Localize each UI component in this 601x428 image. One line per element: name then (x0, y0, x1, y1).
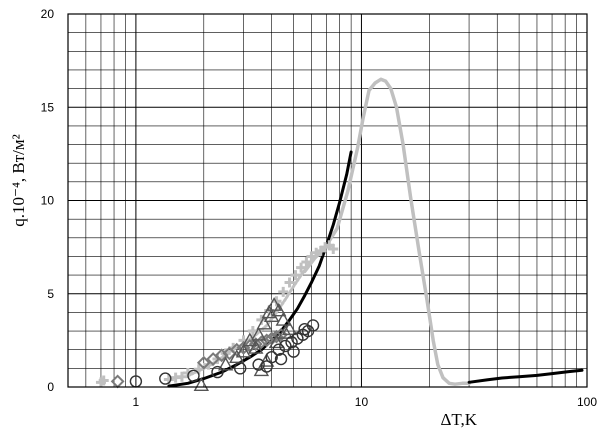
x-tick-label: 10 (355, 395, 369, 409)
data-point-diamond (248, 337, 263, 352)
data-point-plus (328, 243, 339, 254)
series-markers (95, 240, 339, 392)
data-point-plus (296, 262, 307, 273)
y-tick-labels: 0 5 10 15 20 (41, 7, 55, 394)
data-point-plus (98, 375, 109, 386)
data-point-triangle (217, 356, 234, 371)
data-point-triangle (248, 339, 264, 354)
x-tick-label: 1 (133, 395, 140, 409)
data-point-circle (211, 365, 224, 379)
data-point-circle (306, 319, 320, 332)
series-lines (167, 77, 584, 388)
data-point-plus (284, 277, 295, 288)
series-line-2 (467, 368, 584, 384)
plot-grid (67, 13, 587, 388)
x-tick-labels: 1 10 100 (133, 395, 598, 409)
data-point-circle (265, 350, 278, 364)
data-point-circle (233, 362, 247, 375)
data-point-diamond (259, 333, 274, 348)
data-point-triangle (275, 311, 291, 326)
data-point-plus (278, 286, 289, 297)
data-point-circle (187, 369, 200, 383)
data-point-circle (159, 372, 172, 385)
data-point-circle (260, 360, 273, 373)
x-tick-label: 100 (577, 395, 597, 409)
plot-frame (67, 13, 588, 388)
data-point-triangle (193, 377, 210, 392)
series-line-1 (167, 150, 353, 388)
data-point-triangle (281, 321, 298, 336)
data-point-circle (287, 345, 300, 358)
y-tick-label: 20 (41, 7, 55, 21)
y-tick-label: 5 (47, 287, 54, 301)
y-tick-label: 0 (47, 380, 54, 394)
data-point-circle (272, 343, 285, 356)
data-point-plus (176, 371, 187, 382)
data-point-triangle (264, 308, 280, 323)
y-axis-label: q.10⁻⁴, Вт/м² (9, 134, 28, 227)
data-point-triangle (258, 352, 275, 367)
data-point-diamond (196, 355, 211, 370)
data-point-circle (298, 322, 311, 336)
data-point-diamond (274, 327, 288, 342)
data-point-triangle (268, 334, 285, 349)
data-point-circle (252, 358, 265, 371)
data-point-circle (274, 352, 288, 366)
y-tick-label: 10 (41, 194, 55, 208)
data-point-triangle (266, 296, 282, 311)
data-point-triangle (235, 343, 252, 358)
y-tick-label: 15 (41, 100, 55, 114)
data-point-plus (290, 270, 301, 281)
data-point-plus (247, 326, 258, 337)
data-point-plus (301, 257, 312, 268)
data-point-triangle (250, 326, 267, 341)
data-point-diamond (229, 342, 244, 357)
data-point-triangle (271, 302, 287, 317)
data-point-triangle (256, 315, 272, 330)
x-axis-label: ΔT,K (440, 410, 477, 428)
series-line-0 (302, 77, 471, 386)
data-point-triangle (277, 324, 294, 339)
